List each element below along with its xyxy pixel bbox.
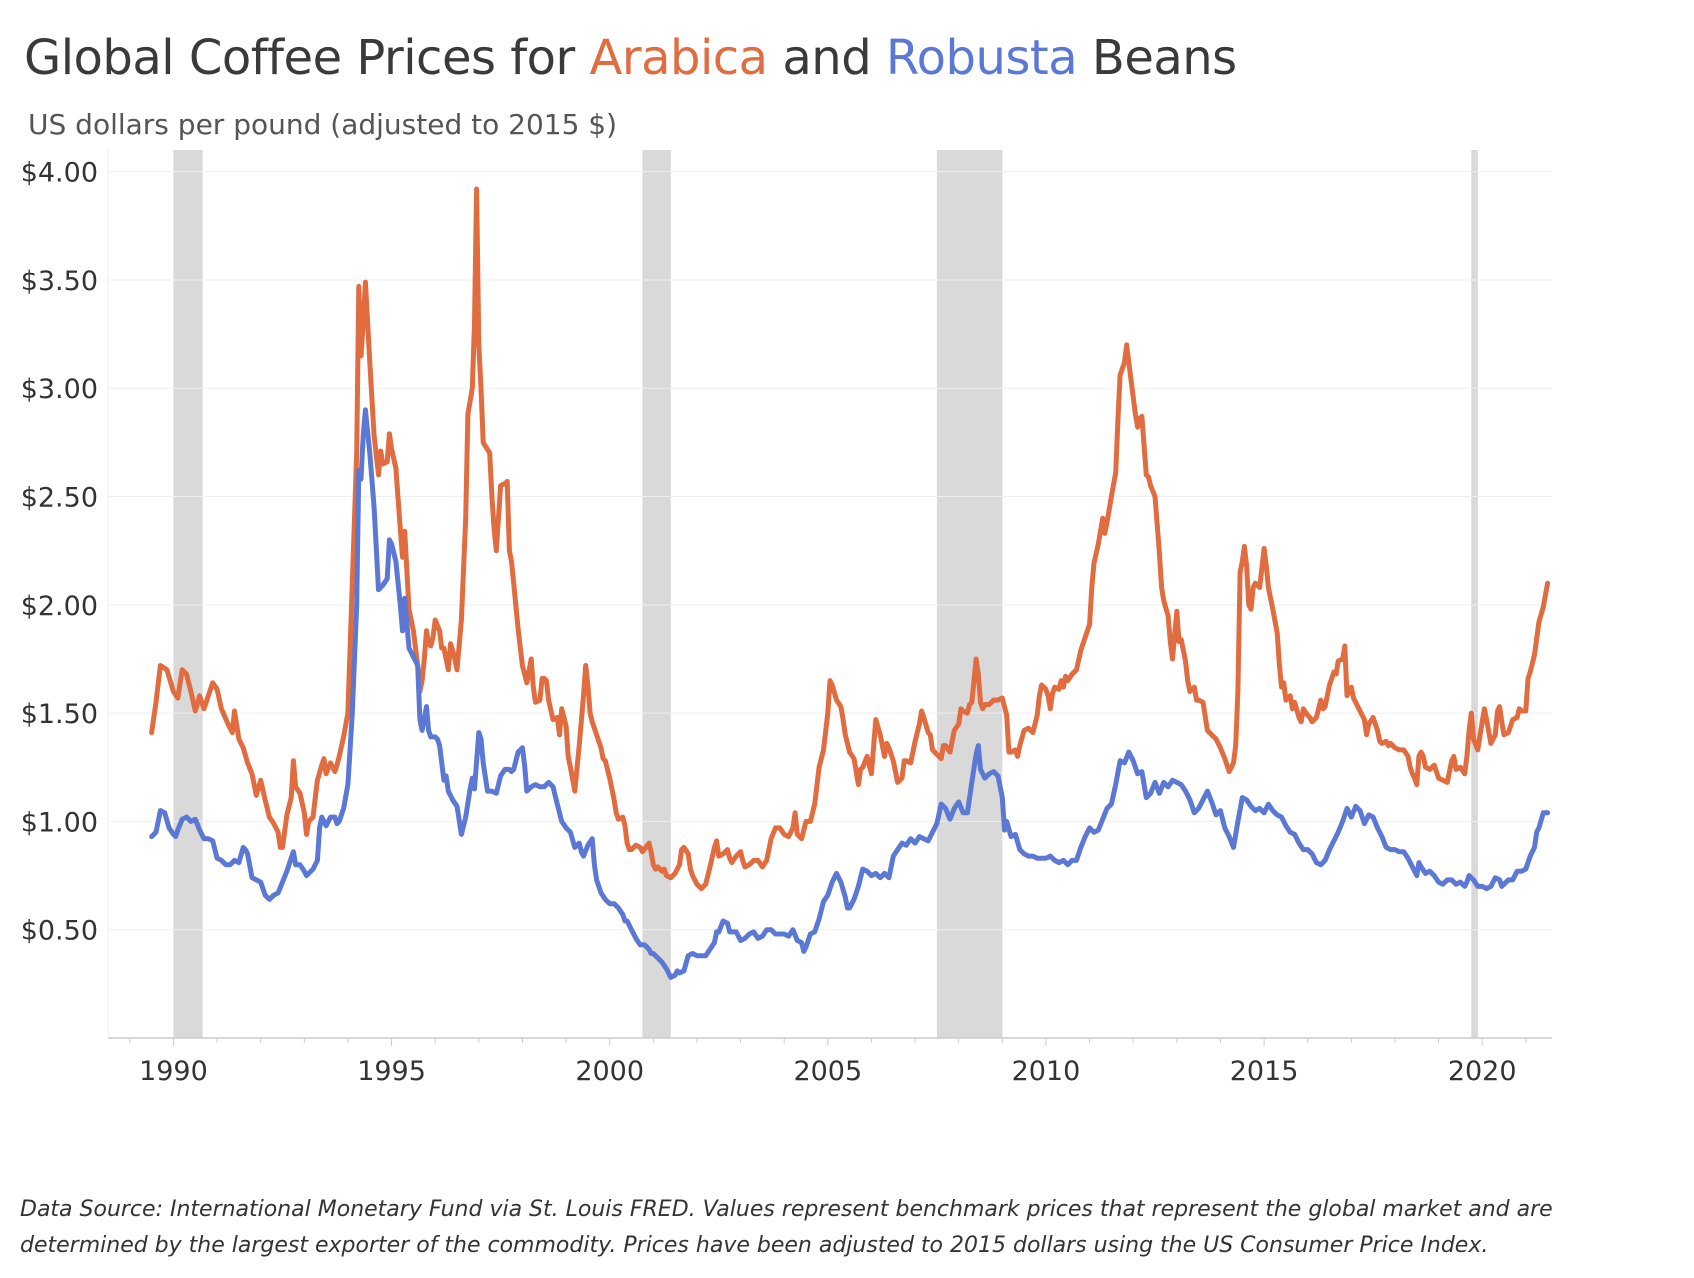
title-prefix: Global Coffee Prices for (24, 30, 590, 86)
y-tick-label: $2.50 (21, 483, 98, 514)
title-middle: and (767, 30, 886, 86)
x-tick-label: 2015 (1230, 1056, 1299, 1087)
x-tick-label: 2005 (793, 1056, 862, 1087)
recession-band (173, 150, 203, 1038)
x-tick-label: 2020 (1448, 1056, 1517, 1087)
y-tick-label: $3.50 (21, 266, 98, 297)
x-tick-label: 2010 (1012, 1056, 1081, 1087)
y-tick-label: $2.00 (21, 591, 98, 622)
y-tick-label: $1.00 (21, 807, 98, 838)
title-arabica: Arabica (589, 30, 769, 86)
y-tick-label: $4.00 (21, 158, 98, 189)
x-tick-label: 2000 (575, 1056, 644, 1087)
x-tick-label: 1990 (139, 1056, 208, 1087)
x-tick-label: 1995 (357, 1056, 426, 1087)
recession-band (1471, 150, 1478, 1038)
recession-band (936, 150, 1003, 1038)
title-suffix: Beans (1077, 30, 1237, 86)
y-tick-label: $0.50 (21, 916, 98, 947)
data-source-footnote: Data Source: International Monetary Fund… (20, 1197, 1553, 1258)
robusta-line (149, 407, 1551, 980)
chart-title: Global Coffee Prices for Arabica and Rob… (24, 30, 1237, 86)
chart-subtitle: US dollars per pound (adjusted to 2015 $… (28, 108, 618, 141)
y-tick-label: $3.00 (21, 374, 98, 405)
y-tick-label: $1.50 (21, 699, 98, 730)
arabica-line (149, 186, 1551, 892)
line-chart: $0.50 $1.00 $1.50 $2.00 $2.50 $3.00 $3.50 $4.00… (21, 150, 1552, 1087)
recession-band (642, 150, 671, 1038)
title-robusta: Robusta (885, 30, 1078, 86)
